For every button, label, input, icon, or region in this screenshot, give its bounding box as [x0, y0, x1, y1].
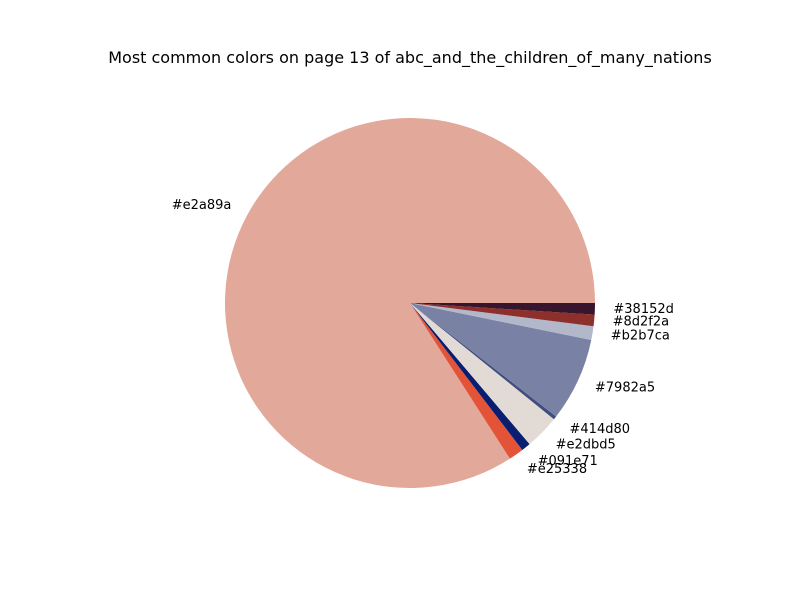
- pie-labels: #e2a89a #e25338#091e71#e2dbd5#414d80 #7982…: [172, 198, 674, 477]
- pie-slices: [225, 117, 595, 488]
- pie-slice-4: [410, 303, 557, 420]
- pie-label-2: #091e71: [538, 454, 598, 469]
- pie-slice-2: [410, 303, 530, 450]
- pie-label-8: #38152d: [613, 302, 674, 317]
- pie-slice-5: [410, 303, 592, 417]
- pie-label-5: #7982a5: [595, 380, 655, 395]
- pie-slice-0: [225, 117, 595, 488]
- pie-slice-3: [410, 303, 554, 445]
- pie-label-4: #414d80: [570, 422, 631, 437]
- pie-slice-7: [410, 303, 595, 327]
- pie-slice-8: [410, 303, 595, 315]
- pie-label-0: #e2a89a: [172, 198, 232, 213]
- chart-title: Most common colors on page 13 of abc_and…: [108, 48, 712, 67]
- pie-slice-1: [410, 303, 523, 459]
- pie-label-3: #e2dbd5: [556, 438, 616, 453]
- pie-label-6: #b2b7ca: [611, 329, 670, 344]
- pie-label-7: #8d2f2a: [613, 315, 670, 330]
- pie-slice-6: [410, 303, 594, 340]
- pie-label-1: #e25338: [527, 462, 587, 477]
